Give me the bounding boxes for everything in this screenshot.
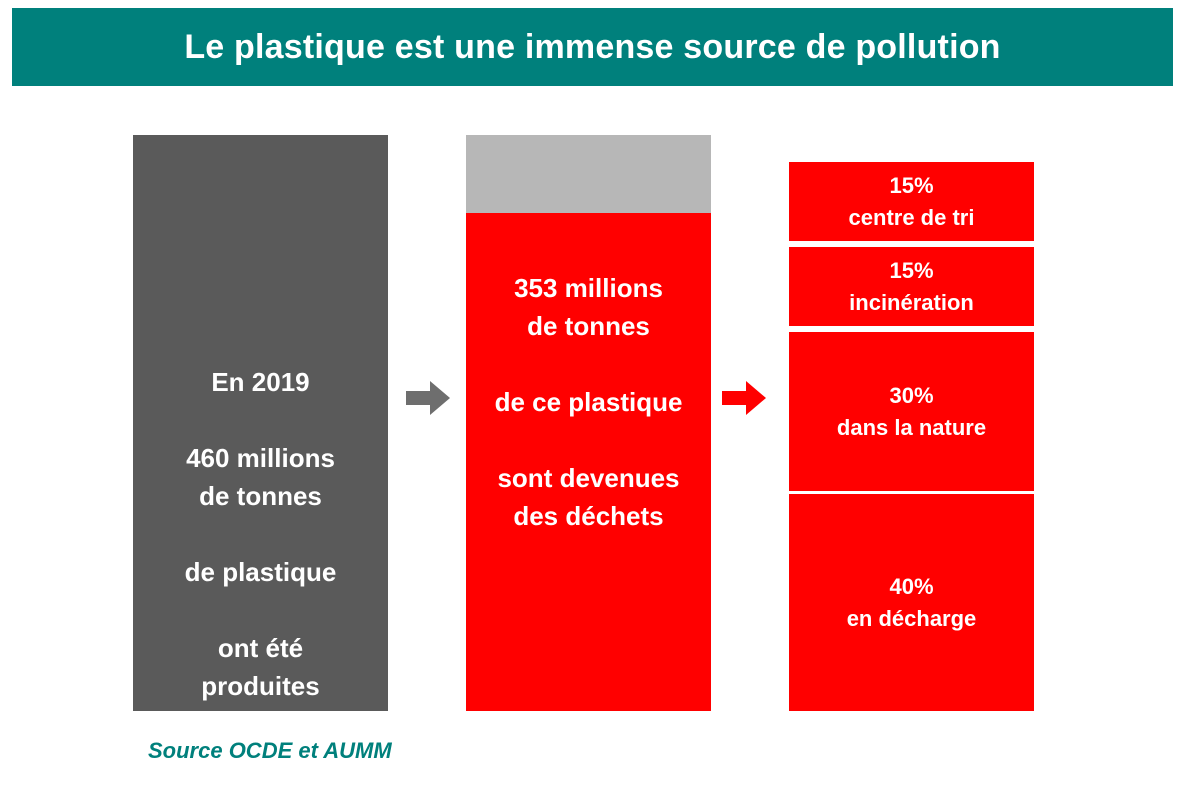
produced-verb: ont été [217,633,304,663]
source-credit: Source OCDE et AUMM [148,738,392,763]
destination-landfill: 40% en décharge [789,494,1034,711]
destination-label: en décharge [846,605,977,631]
destination-label: centre de tri [848,204,975,230]
waste-amount: 353 millions [514,273,663,303]
produced-plastic-block: En 2019 460 millions de tonnes de plasti… [133,135,388,711]
waste-block: 353 millions de tonnes de ce plastique s… [466,213,711,711]
title-banner: Le plastique est une immense source de p… [12,8,1173,86]
destination-incineration: 15% incinération [789,247,1034,326]
produced-amount: 460 millions [186,443,335,473]
produced-material: de plastique [184,557,337,587]
destination-label: incinération [849,289,974,315]
non-waste-block [466,135,711,213]
produced-unit: de tonnes [199,481,322,511]
arrow-right-icon [406,381,450,415]
destination-percent: 15% [889,257,934,283]
destination-percent: 15% [889,172,934,198]
destination-percent: 30% [889,382,934,408]
produced-year: En 2019 [211,367,310,397]
waste-verb: sont devenues [497,463,680,493]
waste-unit: de tonnes [527,311,650,341]
destination-label: dans la nature [836,414,987,440]
arrow-right-icon [722,381,766,415]
destination-nature: 30% dans la nature [789,332,1034,491]
produced-verb-end: produites [201,671,320,701]
destination-percent: 40% [889,573,934,599]
waste-result: des déchets [513,501,664,531]
destination-sorting-center: 15% centre de tri [789,162,1034,241]
page-title: Le plastique est une immense source de p… [184,27,1001,66]
waste-material: de ce plastique [494,387,683,417]
